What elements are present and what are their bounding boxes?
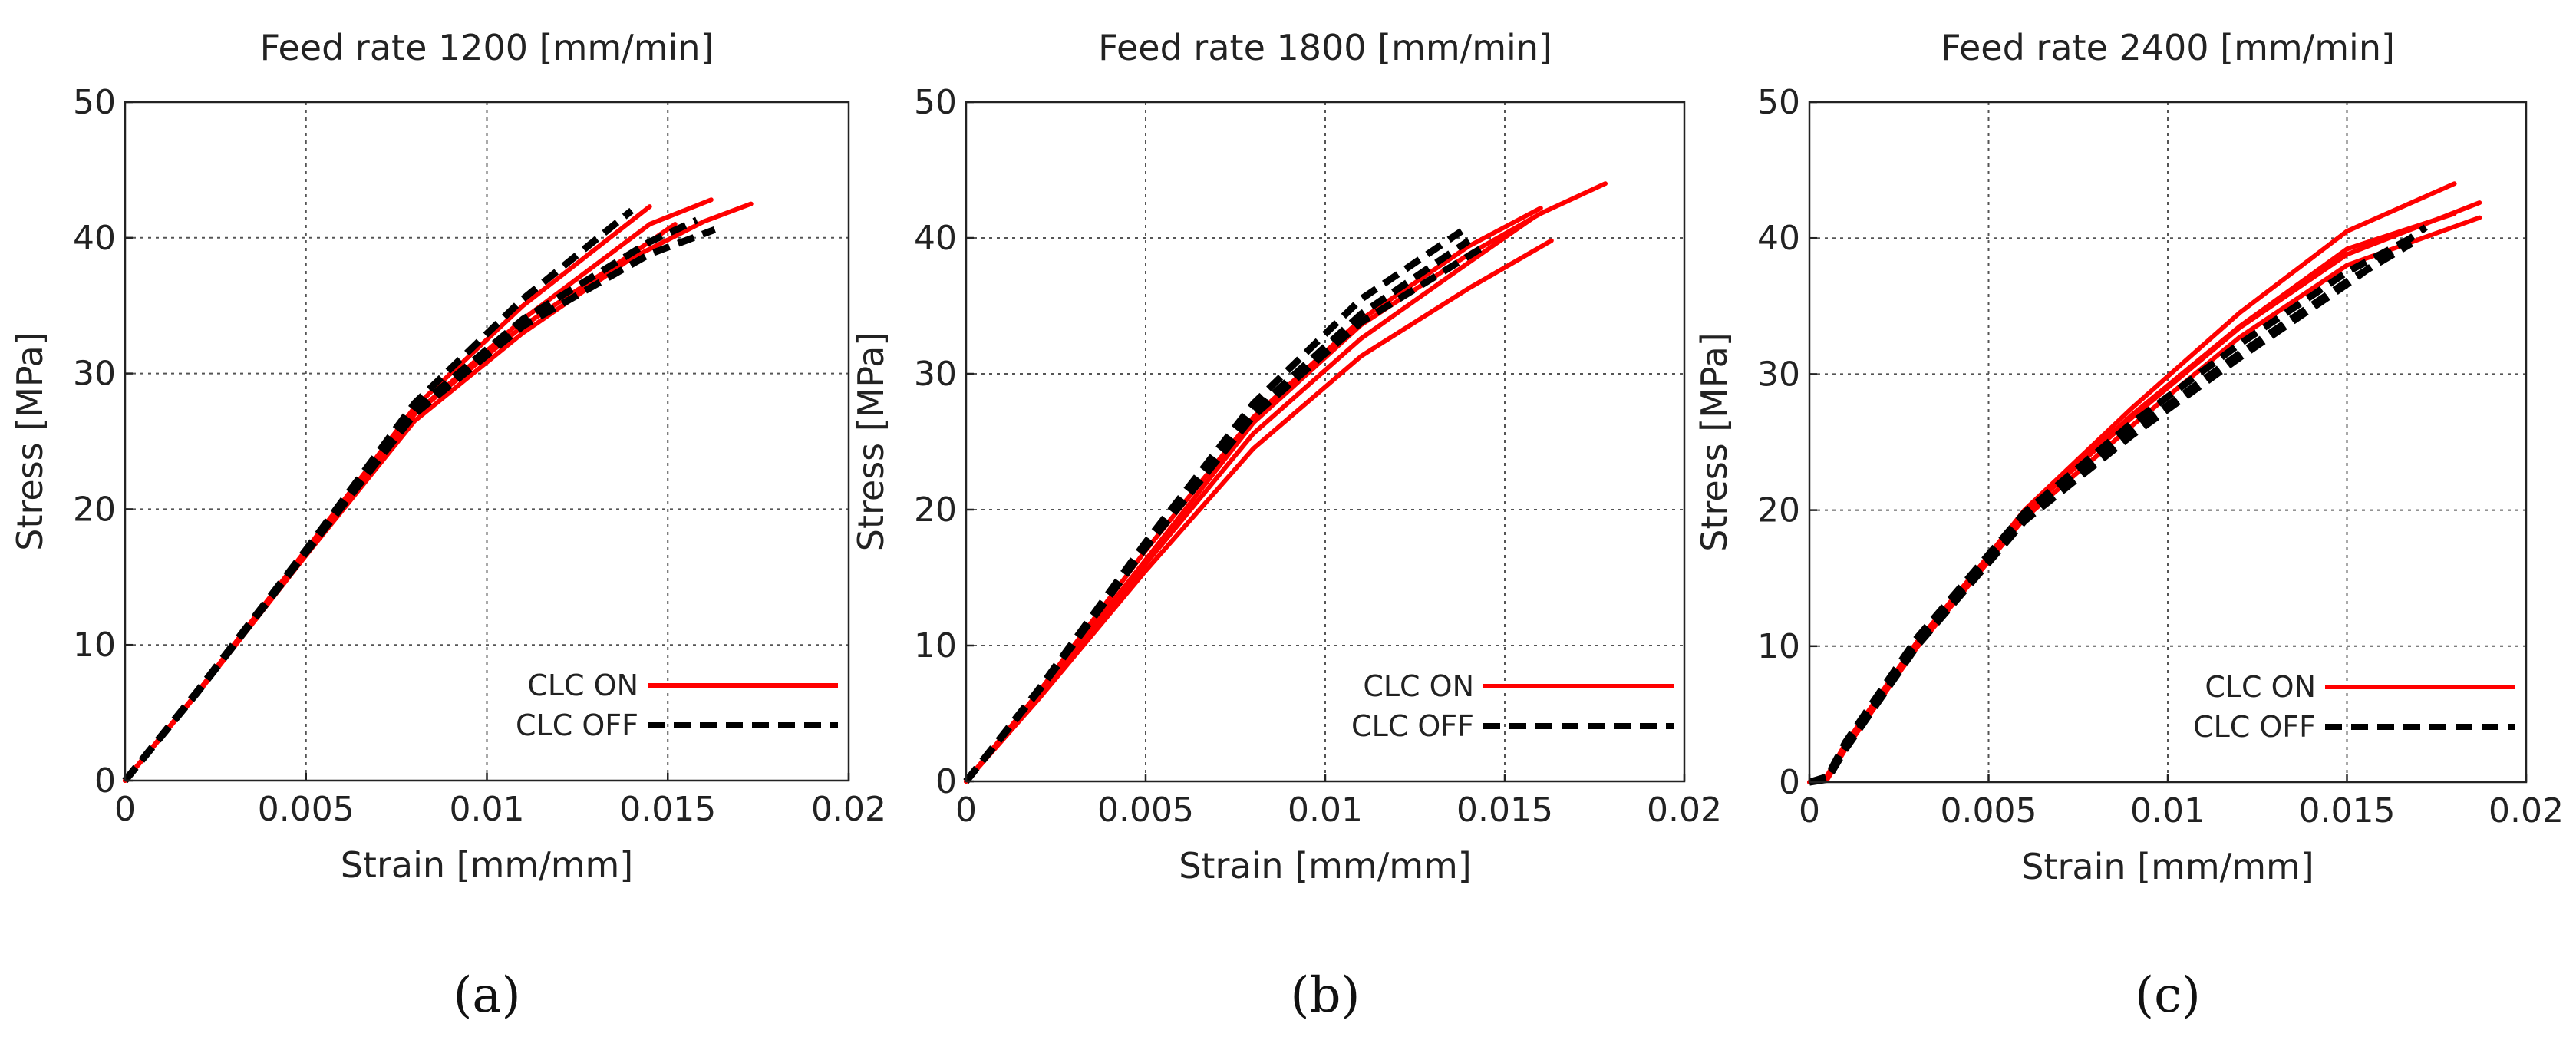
y-tick-label: 0 <box>1779 763 1800 802</box>
legend-label: CLC ON <box>527 669 638 702</box>
y-tick-label: 40 <box>914 219 957 258</box>
series-line-clc-off <box>1808 230 2421 786</box>
grid <box>1809 102 2526 782</box>
legend: CLC ON CLC OFF <box>2193 670 2515 744</box>
x-axis-label: Strain [mm/mm] <box>1179 845 1472 887</box>
y-tick-label: 0 <box>94 761 116 801</box>
series-line-clc-off <box>122 226 717 783</box>
x-tick-label: 0.01 <box>1288 791 1363 830</box>
series-group <box>1807 181 2482 786</box>
panel-label: (a) <box>453 967 520 1024</box>
series-line-clc-on <box>964 181 1608 784</box>
x-tick-label: 0.015 <box>1456 791 1553 830</box>
x-tick-label: 0 <box>955 791 977 830</box>
legend-label: CLC OFF <box>2193 710 2316 744</box>
y-tick-label: 30 <box>1757 355 1800 394</box>
x-tick-label: 0.005 <box>258 790 355 829</box>
chart-panel-c: Feed rate 2400 [mm/min] 0 0.005 0.01 0.015 0.… <box>1694 27 2564 1024</box>
x-tick-label: 0 <box>1799 791 1820 830</box>
y-axis-label: Stress [MPa] <box>9 332 51 550</box>
legend-label: CLC OFF <box>1351 709 1474 743</box>
series-line-clc-off <box>1809 240 2413 786</box>
grid <box>966 102 1684 781</box>
legend-label: CLC ON <box>2205 670 2316 704</box>
y-tick-label: 30 <box>73 355 116 394</box>
chart-title: Feed rate 2400 [mm/min] <box>1941 27 2395 68</box>
series-line-clc-on <box>1807 215 2482 784</box>
chart-title: Feed rate 1800 [mm/min] <box>1098 27 1552 68</box>
x-tick-label: 0.005 <box>1097 791 1194 830</box>
x-axis-label: Strain [mm/mm] <box>341 844 634 886</box>
y-tick-label: 10 <box>1757 627 1800 666</box>
y-tick-label: 40 <box>73 219 116 258</box>
series-line-clc-off <box>1809 224 2428 786</box>
y-tick-label: 40 <box>1757 219 1800 258</box>
x-axis-label: Strain [mm/mm] <box>2021 846 2314 887</box>
series-line-clc-on <box>1807 211 2457 784</box>
chart-panel-a: Feed rate 1200 [mm/min] 0 0.005 0.01 0.015 0.… <box>9 27 886 1024</box>
y-tick-label: 30 <box>914 355 957 394</box>
legend-label: CLC OFF <box>516 708 638 742</box>
y-tick-label: 50 <box>1757 83 1800 122</box>
series-group <box>122 197 754 783</box>
series-group <box>963 181 1608 784</box>
x-tick-label: 0 <box>114 790 136 829</box>
y-axis-label: Stress [MPa] <box>1694 332 1735 551</box>
y-axis-label: Stress [MPa] <box>850 332 892 551</box>
x-tick-label: 0.02 <box>2489 791 2564 830</box>
y-tick-label: 20 <box>73 490 116 529</box>
x-tick-label: 0.01 <box>2130 791 2205 830</box>
legend: CLC ON CLC OFF <box>1351 669 1674 743</box>
x-tick-label: 0.015 <box>619 790 716 829</box>
chart-panel-b: Feed rate 1800 [mm/min] 0 0.005 0.01 0.015 0.… <box>850 27 1722 1024</box>
x-tick-label: 0.005 <box>1941 791 2037 830</box>
x-tick-label: 0.02 <box>811 790 886 829</box>
y-tick-label: 50 <box>914 83 957 122</box>
series-line-clc-on <box>1807 200 2482 784</box>
series-line-clc-off <box>963 242 1489 784</box>
y-tick-label: 50 <box>73 83 116 122</box>
x-tick-label: 0.02 <box>1647 791 1722 830</box>
grid <box>125 102 849 781</box>
series-line-clc-on <box>123 201 754 783</box>
y-tick-label: 0 <box>935 762 957 801</box>
panel-label: (c) <box>2135 967 2201 1024</box>
legend: CLC ON CLC OFF <box>516 669 838 742</box>
y-tick-label: 10 <box>73 626 116 665</box>
y-tick-label: 20 <box>914 490 957 530</box>
x-tick-label: 0.015 <box>2299 791 2396 830</box>
panel-label: (b) <box>1291 967 1361 1024</box>
x-tick-label: 0.01 <box>450 790 525 829</box>
legend-label: CLC ON <box>1363 669 1474 703</box>
chart-title: Feed rate 1200 [mm/min] <box>260 27 714 68</box>
y-tick-label: 20 <box>1757 491 1800 530</box>
y-tick-label: 10 <box>914 626 957 665</box>
